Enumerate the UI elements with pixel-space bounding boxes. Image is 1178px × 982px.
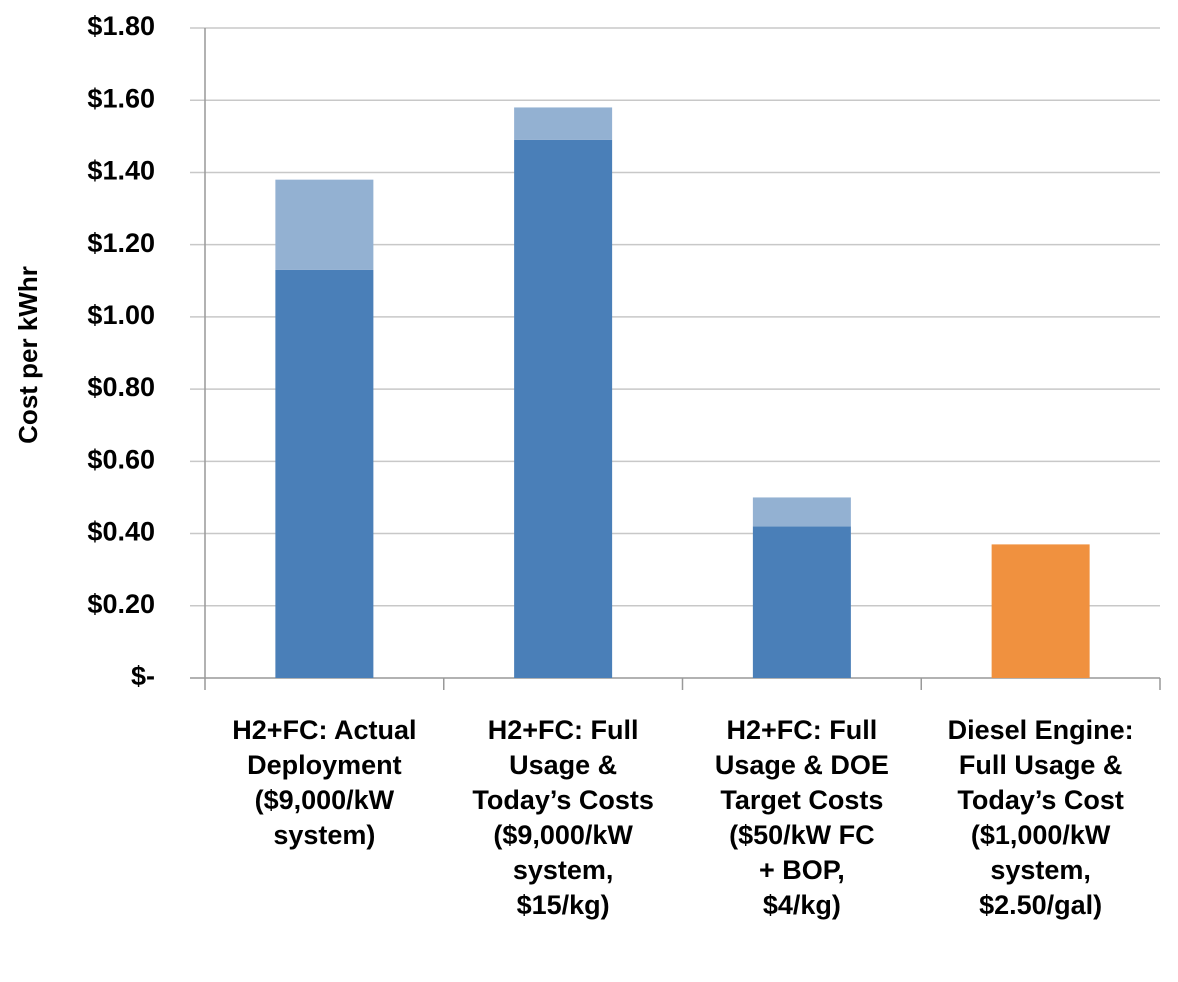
y-axis-label: Cost per kWhr [13,266,43,444]
x-tick-label: Today’s Costs [472,785,654,815]
bar [514,107,613,140]
bar [752,497,851,527]
bar [991,544,1090,678]
bar [275,269,374,678]
x-tick-label: Diesel Engine: [948,715,1134,745]
x-tick-label: H2+FC: Full [488,715,639,745]
bar [752,526,851,678]
x-tick-label: system, [513,855,614,885]
y-tick-label: $1.40 [87,156,155,186]
x-tick-label: ($1,000/kW [971,820,1111,850]
x-tick-label: ($9,000/kW [493,820,633,850]
y-tick-label: $1.00 [87,300,155,330]
x-tick-label: ($50/kW FC [729,820,875,850]
x-tick-label: + BOP, [759,855,845,885]
bar [514,139,613,678]
y-tick-label: $0.40 [87,517,155,547]
y-tick-label: $1.20 [87,228,155,258]
x-tick-label: system) [273,820,375,850]
x-tick-label: ($9,000/kW [255,785,395,815]
x-tick-label: system, [990,855,1091,885]
x-tick-label: $4/kg) [763,890,841,920]
x-tick-label: Target Costs [720,785,883,815]
x-tick-label: $15/kg) [517,890,610,920]
y-tick-label: $0.80 [87,372,155,402]
y-tick-label: $0.20 [87,589,155,619]
x-tick-label: $2.50/gal) [979,890,1102,920]
y-tick-label: $0.60 [87,444,155,474]
x-tick-label: Today’s Cost [957,785,1124,815]
bar [275,179,374,270]
x-tick-label: Usage & [509,750,617,780]
x-tick-label: H2+FC: Full [726,715,877,745]
y-tick-label: $1.60 [87,83,155,113]
y-tick-label: $1.80 [87,11,155,41]
y-tick-label: $- [131,661,155,691]
x-tick-label: H2+FC: Actual [232,715,416,745]
x-tick-label: Full Usage & [959,750,1123,780]
x-tick-label: Deployment [247,750,402,780]
x-tick-label: Usage & DOE [715,750,889,780]
